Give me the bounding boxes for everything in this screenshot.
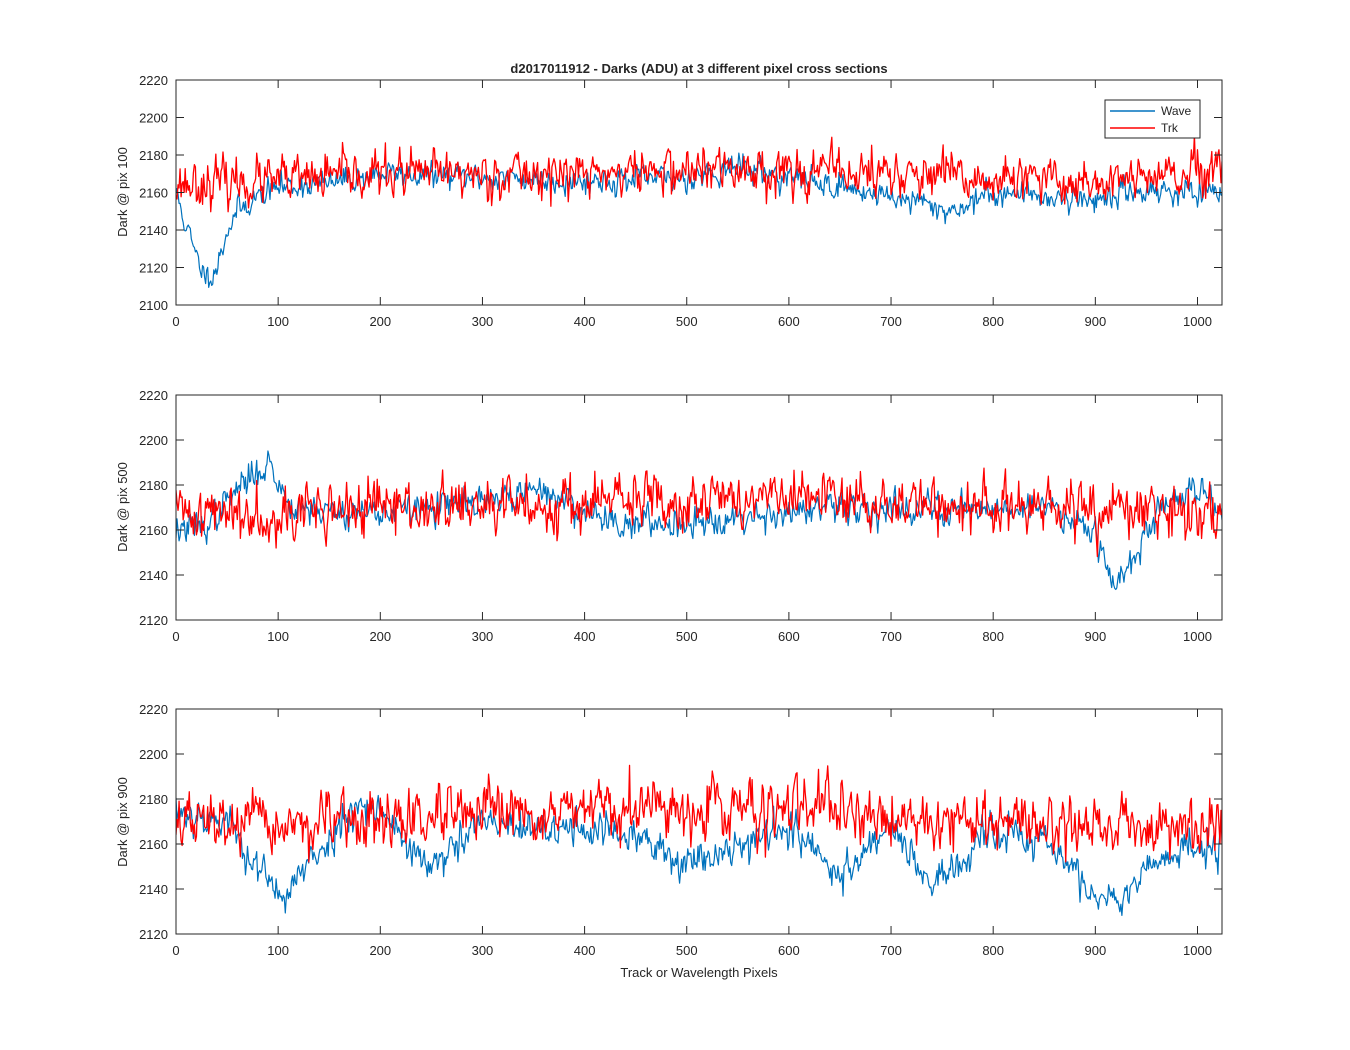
x-tick-label: 300 bbox=[472, 314, 494, 329]
y-tick-label: 2220 bbox=[139, 702, 168, 717]
ylabel-panel-1: Dark @ pix 100 bbox=[115, 147, 130, 237]
x-tick-label: 100 bbox=[267, 629, 289, 644]
plot-area bbox=[176, 395, 1222, 620]
series-line-wave bbox=[176, 450, 1222, 591]
ylabel-panel-3: Dark @ pix 900 bbox=[115, 777, 130, 867]
x-tick-label: 100 bbox=[267, 943, 289, 958]
x-tick-label: 200 bbox=[369, 314, 391, 329]
y-tick-label: 2120 bbox=[139, 261, 168, 276]
y-tick-label: 2120 bbox=[139, 927, 168, 942]
x-tick-label: 700 bbox=[880, 943, 902, 958]
axes-box bbox=[175, 708, 1223, 935]
legend: Wave Trk bbox=[1104, 99, 1201, 139]
y-tick-label: 2200 bbox=[139, 747, 168, 762]
x-tick-label: 300 bbox=[472, 943, 494, 958]
axes-box bbox=[175, 394, 1223, 621]
y-tick-label: 2200 bbox=[139, 433, 168, 448]
x-tick-label: 600 bbox=[778, 629, 800, 644]
y-tick-label: 2100 bbox=[139, 298, 168, 313]
y-tick-label: 2160 bbox=[139, 186, 168, 201]
x-tick-label: 400 bbox=[574, 943, 596, 958]
ylabel-panel-2: Dark @ pix 500 bbox=[115, 462, 130, 552]
x-tick-label: 800 bbox=[982, 943, 1004, 958]
y-tick-label: 2220 bbox=[139, 73, 168, 88]
y-tick-label: 2160 bbox=[139, 523, 168, 538]
x-tick-label: 400 bbox=[574, 314, 596, 329]
x-tick-label: 900 bbox=[1084, 629, 1106, 644]
panel-dark-pix-500: Dark @ pix 500 0 100 200 300 400 500 600 700 800… bbox=[115, 388, 1223, 644]
y-tick-label: 2180 bbox=[139, 478, 168, 493]
y-tick-label: 2140 bbox=[139, 568, 168, 583]
x-tick-label: 300 bbox=[472, 629, 494, 644]
y-tick-label: 2120 bbox=[139, 613, 168, 628]
y-tick-label: 2220 bbox=[139, 388, 168, 403]
x-tick-label: 500 bbox=[676, 629, 698, 644]
x-tick-label: 0 bbox=[172, 314, 179, 329]
x-tick-label: 1000 bbox=[1183, 314, 1212, 329]
x-tick-label: 200 bbox=[369, 943, 391, 958]
y-tick-label: 2180 bbox=[139, 792, 168, 807]
legend-box bbox=[1104, 99, 1201, 139]
x-tick-label: 800 bbox=[982, 314, 1004, 329]
x-tick-label: 500 bbox=[676, 314, 698, 329]
x-tick-label: 900 bbox=[1084, 314, 1106, 329]
x-tick-label: 1000 bbox=[1183, 629, 1212, 644]
x-tick-label: 0 bbox=[172, 629, 179, 644]
y-tick-label: 2180 bbox=[139, 148, 168, 163]
x-tick-label: 800 bbox=[982, 629, 1004, 644]
legend-label-trk: Trk bbox=[1161, 121, 1179, 135]
x-tick-label: 600 bbox=[778, 314, 800, 329]
figure-xlabel: Track or Wavelength Pixels bbox=[620, 965, 778, 980]
x-tick-label: 700 bbox=[880, 629, 902, 644]
x-tick-label: 700 bbox=[880, 314, 902, 329]
y-tick-label: 2200 bbox=[139, 111, 168, 126]
series-line-trk bbox=[176, 764, 1222, 863]
x-tick-label: 500 bbox=[676, 943, 698, 958]
x-tick-label: 0 bbox=[172, 943, 179, 958]
x-tick-label: 200 bbox=[369, 629, 391, 644]
series-line-wave bbox=[176, 794, 1222, 917]
x-tick-label: 900 bbox=[1084, 943, 1106, 958]
x-tick-label: 400 bbox=[574, 629, 596, 644]
x-tick-label: 1000 bbox=[1183, 943, 1212, 958]
panel-dark-pix-100: Dark @ pix 100 0 100 200 300 400 500 600 700 800… bbox=[115, 73, 1223, 329]
panel-dark-pix-900: Dark @ pix 900 0 100 200 300 400 500 600 700 800… bbox=[115, 702, 1223, 958]
y-tick-label: 2140 bbox=[139, 223, 168, 238]
series-line-trk bbox=[176, 133, 1222, 213]
x-tick-label: 600 bbox=[778, 943, 800, 958]
y-tick-label: 2160 bbox=[139, 837, 168, 852]
figure-title: d2017011912 - Darks (ADU) at 3 different… bbox=[510, 61, 887, 76]
legend-label-wave: Wave bbox=[1161, 104, 1192, 118]
series-line-trk bbox=[176, 467, 1222, 558]
x-tick-label: 100 bbox=[267, 314, 289, 329]
y-tick-label: 2140 bbox=[139, 882, 168, 897]
